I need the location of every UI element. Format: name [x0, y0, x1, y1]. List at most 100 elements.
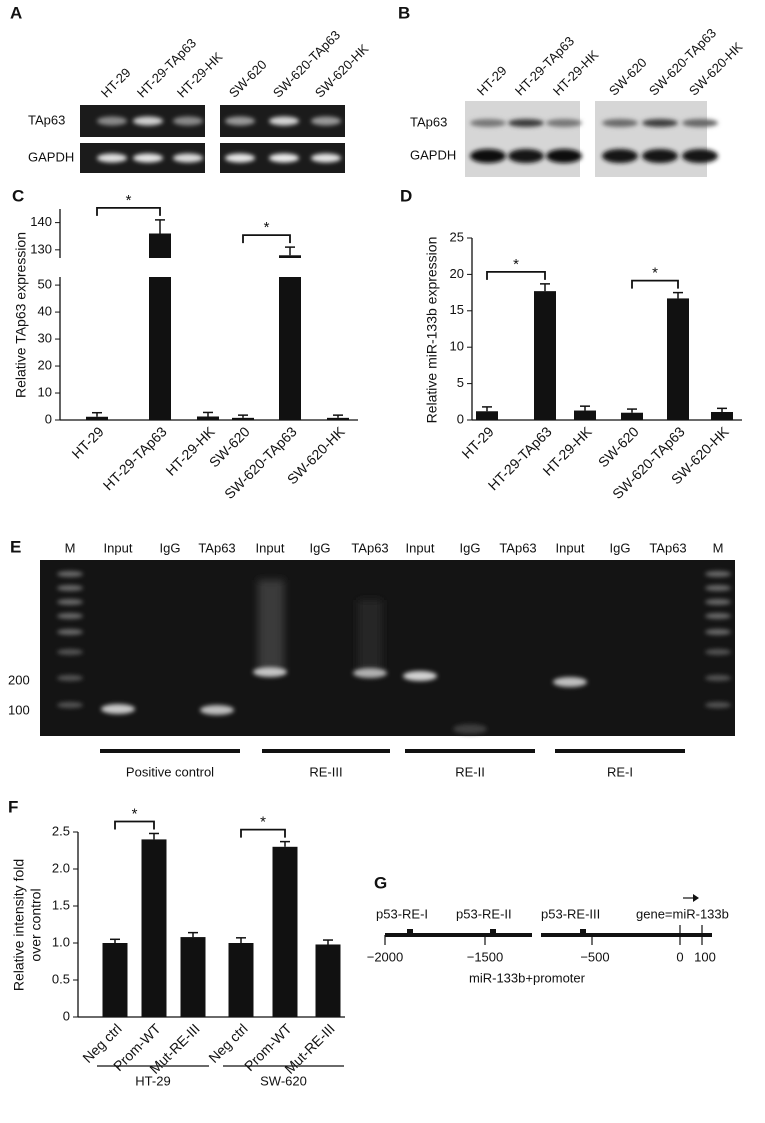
group-label: Positive control — [126, 764, 214, 779]
y-tick-label: 0.5 — [52, 971, 70, 986]
significance-label: * — [132, 805, 138, 822]
ladder-band — [705, 629, 731, 635]
gel-band — [453, 724, 487, 734]
bar — [228, 943, 254, 1017]
ladder-band — [57, 599, 83, 605]
row-label: GAPDH — [28, 149, 74, 164]
lane-label: TAp63 — [649, 540, 686, 555]
significance-label: * — [652, 265, 658, 282]
y-tick-label: 10 — [38, 384, 52, 399]
panel-letter: E — [10, 537, 21, 556]
axis-tick-label: −500 — [580, 949, 609, 964]
gel-band — [133, 116, 163, 126]
lane-label: M — [713, 540, 724, 555]
blot-band — [546, 149, 582, 163]
panel-letter: C — [12, 186, 24, 205]
blot-band — [602, 119, 638, 127]
gel-band — [269, 153, 299, 163]
bar — [667, 298, 689, 420]
gel-band — [311, 116, 341, 126]
ladder-band — [705, 675, 731, 681]
significance-bracket — [96, 206, 161, 216]
lane-label: TAp63 — [198, 540, 235, 555]
y-tick-label: 10 — [450, 339, 464, 354]
bar — [149, 277, 171, 420]
x-tick-label: HT-29-TAp63 — [100, 423, 170, 493]
gel-band — [311, 153, 341, 163]
lane-label: TAp63 — [351, 540, 388, 555]
panel-letter: D — [400, 186, 412, 205]
gel-band — [353, 668, 387, 678]
blot-band — [508, 149, 544, 163]
bar — [232, 417, 254, 420]
blot-band — [508, 119, 544, 127]
y-tick-label: 40 — [38, 304, 52, 319]
blot-band — [642, 149, 678, 163]
row-label: TAp63 — [28, 112, 65, 127]
significance-bracket — [242, 234, 291, 244]
y-tick-label: 0 — [63, 1008, 70, 1023]
significance-bracket — [114, 820, 155, 830]
bar — [327, 417, 349, 420]
y-tick-label: 1.0 — [52, 934, 70, 949]
y-tick-label: 0 — [457, 411, 464, 426]
y-tick-label: 20 — [450, 266, 464, 281]
blot-band — [470, 119, 506, 127]
lane-label: M — [65, 540, 76, 555]
significance-label: * — [513, 256, 519, 273]
panel-letter: B — [398, 3, 410, 22]
group-label: SW-620 — [260, 1073, 307, 1088]
gel-band — [133, 153, 163, 163]
gel-image — [40, 560, 735, 736]
significance-label: * — [264, 219, 270, 236]
y-tick-label: 140 — [30, 214, 52, 229]
y-tick-label: 50 — [38, 277, 52, 292]
bar — [534, 291, 556, 420]
bar — [141, 839, 167, 1017]
significance-label: * — [126, 192, 132, 209]
gel-band — [403, 671, 437, 681]
size-marker-label: 100 — [8, 702, 30, 717]
y-axis-label: Relative TAp63 expression — [13, 232, 29, 398]
ladder-band — [57, 613, 83, 619]
smear — [358, 600, 382, 670]
axis-tick-label: 100 — [694, 949, 716, 964]
y-tick-label: 1.5 — [52, 897, 70, 912]
y-tick-label: 2.0 — [52, 860, 70, 875]
y-axis-label: over control — [28, 888, 44, 961]
panel-letter: F — [8, 797, 18, 816]
y-tick-label: 15 — [450, 302, 464, 317]
axis-tick-label: −1500 — [467, 949, 504, 964]
blot-image — [595, 101, 707, 177]
lane-label: IgG — [310, 540, 331, 555]
lane-label: Input — [406, 540, 435, 555]
ladder-band — [57, 629, 83, 635]
response-element — [490, 929, 496, 935]
bar — [476, 411, 498, 420]
gel-band — [173, 153, 203, 163]
element-label: p53-RE-II — [456, 906, 512, 921]
bar — [197, 416, 219, 420]
lane-label: IgG — [610, 540, 631, 555]
group-label: RE-III — [309, 764, 342, 779]
blot-band — [682, 119, 718, 127]
blot-band — [602, 149, 638, 163]
bar — [149, 233, 171, 258]
significance-bracket — [631, 279, 679, 289]
ladder-band — [705, 585, 731, 591]
significance-bracket — [240, 828, 286, 838]
ladder-band — [57, 649, 83, 655]
gel-band — [253, 667, 287, 677]
row-label: TAp63 — [410, 114, 447, 129]
bar — [272, 846, 298, 1017]
blot-band — [470, 149, 506, 163]
gel-band — [225, 153, 255, 163]
response-element — [580, 929, 586, 935]
x-tick-label: SW-620 — [595, 423, 642, 470]
element-label: gene=miR-133b — [636, 906, 729, 921]
bar — [102, 943, 128, 1017]
bar — [315, 944, 341, 1017]
ladder-band — [705, 571, 731, 577]
gel-band — [225, 116, 255, 126]
